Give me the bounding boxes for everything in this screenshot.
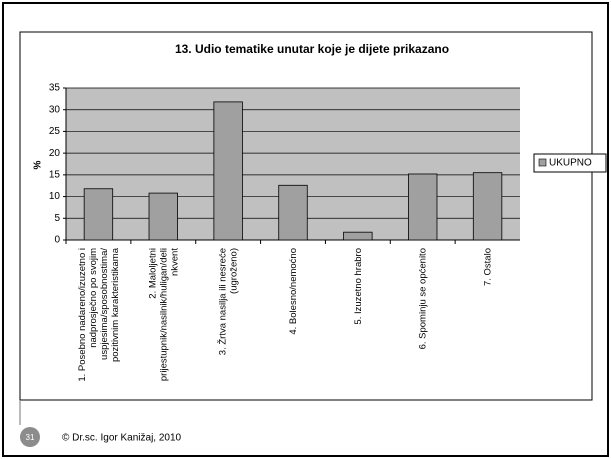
y-tick-label: 25 [49, 126, 61, 137]
legend-swatch [538, 158, 547, 167]
bar [278, 184, 308, 241]
y-tick-label: 10 [49, 191, 61, 202]
x-tick-label: 7. Ostalo [482, 248, 493, 286]
x-tick-label: 4. Bolesno/nemoćno [288, 248, 299, 335]
x-tick-label: 3. Žrtva nasilja ili nesreće(ugroženo) [217, 248, 239, 355]
bar [343, 231, 373, 241]
x-tick-label: 1. Posebno nadareno/izuzetno inadprosječ… [76, 247, 120, 381]
chart-title: 13. Udio tematike unutar koje je dijete … [175, 42, 449, 56]
y-tick-label: 15 [49, 169, 61, 180]
bar [148, 192, 178, 241]
slide-number: 31 [26, 433, 35, 442]
y-tick-label: 35 [49, 83, 61, 94]
y-tick-label: 5 [54, 213, 60, 224]
slide-number-badge [20, 427, 40, 447]
y-tick-label: 20 [49, 148, 61, 159]
y-axis-label: % [33, 160, 44, 169]
x-tick-label: 6. Spominju se općenito [417, 248, 428, 349]
bar [213, 101, 243, 241]
y-tick-label: 30 [49, 104, 61, 115]
legend-box [533, 153, 607, 173]
bar [83, 188, 114, 241]
bar [472, 172, 503, 241]
bar [408, 173, 438, 241]
y-tick-label: 0 [54, 235, 60, 246]
x-tick-label: 5. Izuzetno hrabro [352, 248, 363, 325]
x-tick-label: 2. Maloljetniprijestupnik/nasilnik/hulig… [147, 248, 180, 381]
footer: © Dr.sc. Igor Kanižaj, 2010 [62, 433, 182, 444]
legend-label: UKUPNO [549, 158, 592, 169]
